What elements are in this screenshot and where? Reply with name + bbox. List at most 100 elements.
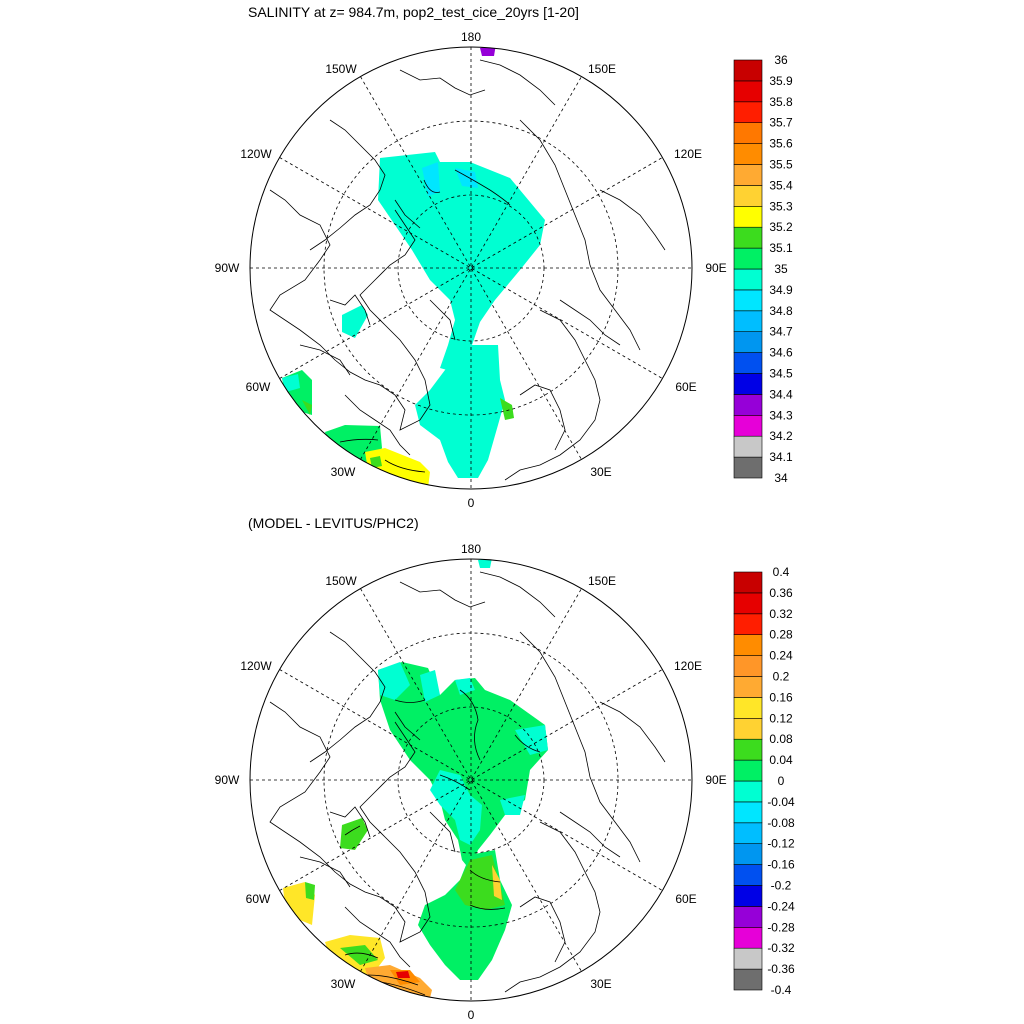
lon-label: 120E [674,659,702,673]
lon-label: 150E [588,62,616,76]
colorbar-label: 0.12 [769,711,793,725]
colorbar-swatch [733,634,763,656]
lon-label: 30W [331,977,356,991]
panel-1-colorbar: 34 34.1 34.2 34.3 34.4 34.5 34.6 34.7 34.8 34.9 35… [733,53,793,485]
lon-label: 150W [325,62,357,76]
lon-label: 120W [240,147,272,161]
colorbar-swatch [733,435,763,458]
colorbar-swatch [733,780,763,803]
panel-2-map: 180 150E 120E 90E 60E 30E 0 30W 60W 90W … [215,542,795,1022]
panel-2-boundary [249,558,693,1002]
lon-label: 60W [246,892,271,906]
colorbar-swatch [733,738,763,761]
colorbar-swatch [733,373,763,395]
panel-1-title: SALINITY at z= 984.7m, pop2_test_cice_20… [248,4,579,20]
colorbar-swatch [733,676,763,698]
colorbar-swatch [733,456,763,479]
lon-label: 30E [590,465,611,479]
colorbar-label: 0.32 [769,607,793,621]
colorbar-swatch [733,571,763,594]
lon-label: 30E [590,977,611,991]
colorbar-swatch [733,885,763,907]
lon-label: 60E [675,892,696,906]
colorbar-label: 34 [774,471,788,485]
colorbar-label: -0.28 [767,920,795,934]
colorbar-label: 34.1 [769,450,793,464]
colorbar-swatch [733,717,763,740]
colorbar-label: 0.08 [769,732,793,746]
colorbar-label: 34.8 [769,304,793,318]
colorbar-label: 35.1 [769,241,793,255]
colorbar-swatch [733,414,763,437]
colorbar-label: 34.2 [769,429,793,443]
panel-1-field [282,47,545,488]
colorbar-label: -0.24 [767,899,795,913]
lon-label: 30W [331,465,356,479]
colorbar-swatch [733,226,763,249]
colorbar-label: 35.6 [769,137,793,151]
panel-2-graticule [250,559,692,1001]
lon-label: 150E [588,574,616,588]
colorbar-label: 35.8 [769,95,793,109]
colorbar-swatch [733,947,763,970]
lon-label: 60E [675,380,696,394]
panel-1-graticule [250,47,692,489]
colorbar-label: 34.5 [769,367,793,381]
colorbar-label: -0.12 [767,837,795,851]
colorbar-swatch [733,206,763,228]
colorbar-label: 35.5 [769,158,793,172]
lon-label: 0 [468,496,475,510]
lon-label: 0 [468,1008,475,1022]
colorbar-label: 0 [778,774,785,788]
lon-label: 150W [325,574,357,588]
colorbar-label: 34.7 [769,325,793,339]
colorbar-label: 0.28 [769,628,793,642]
lon-label: 180 [461,542,481,556]
colorbar-swatch [733,697,763,719]
colorbar-swatch [733,801,763,824]
panel-2-title: (MODEL - LEVITUS/PHC2) [248,515,419,531]
colorbar-label: 0.4 [773,565,790,579]
colorbar-swatch [733,143,763,165]
panel-1-boundary [249,46,693,490]
colorbar-swatch [733,164,763,186]
colorbar-label: -0.16 [767,858,795,872]
colorbar-swatch [733,926,763,949]
colorbar-swatch [733,122,763,144]
lon-label: 60W [246,380,271,394]
colorbar-label: 35.9 [769,74,793,88]
colorbar-label: 35 [774,262,788,276]
colorbar-label: 0.2 [773,670,790,684]
colorbar-swatch [733,655,763,677]
colorbar-swatch [733,968,763,991]
colorbar-label: -0.2 [771,879,792,893]
lon-label: 90W [215,261,240,275]
colorbar-swatch [733,864,763,886]
colorbar-swatch [733,247,763,270]
colorbar-label: -0.36 [767,962,795,976]
colorbar-swatch [733,352,763,374]
colorbar-swatch [733,906,763,928]
colorbar-label: 35.2 [769,220,793,234]
colorbar-swatch [733,185,763,207]
colorbar-swatch [733,613,763,635]
colorbar-swatch [733,289,763,312]
colorbar-label: -0.32 [767,941,795,955]
panel-1-map: 180 150E 120E 90E 60E 30E 0 30W 60W 90W … [215,30,793,510]
colorbar-label: 0.04 [769,753,793,767]
colorbar-swatch [733,310,763,332]
panel-2-coastlines [269,571,666,993]
colorbar-label: 34.6 [769,346,793,360]
colorbar-swatch [733,59,763,82]
lon-label: 90E [705,261,726,275]
colorbar-swatch [733,394,763,416]
colorbar-label: 35.3 [769,199,793,213]
lon-label: 90E [705,773,726,787]
colorbar-label: 34.3 [769,408,793,422]
colorbar-label: 35.4 [769,178,793,192]
lon-label: 120W [240,659,272,673]
lon-label: 90W [215,773,240,787]
colorbar-swatch [733,80,763,103]
colorbar-label: -0.04 [767,795,795,809]
